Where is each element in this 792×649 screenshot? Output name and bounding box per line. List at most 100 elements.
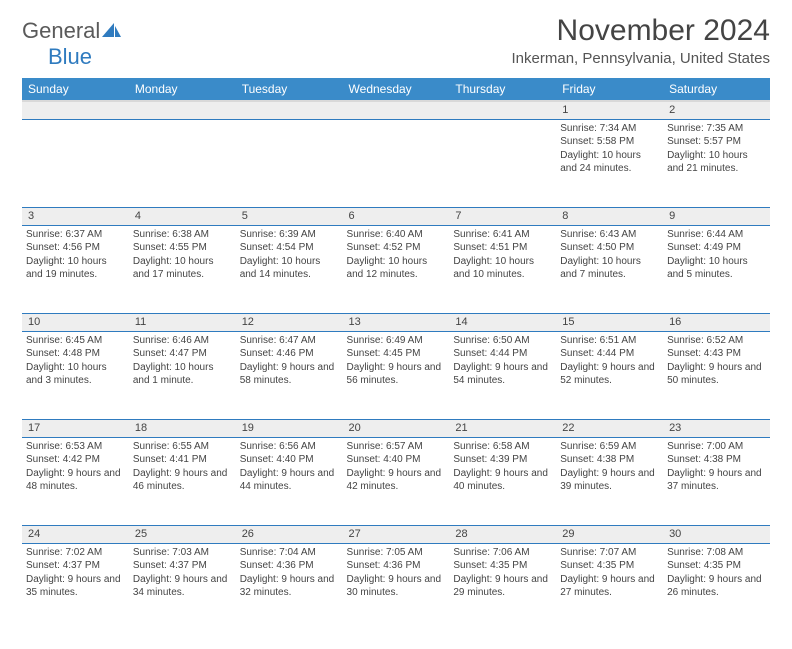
daylight-text: Daylight: 9 hours and 34 minutes. <box>133 573 232 600</box>
sunrise-text: Sunrise: 7:35 AM <box>667 122 766 136</box>
day-details: Sunrise: 6:38 AMSunset: 4:55 PMDaylight:… <box>133 226 232 282</box>
day-number-cell: 16 <box>663 313 770 331</box>
daylight-text: Daylight: 10 hours and 24 minutes. <box>560 149 659 176</box>
day-details: Sunrise: 6:50 AMSunset: 4:44 PMDaylight:… <box>453 332 552 388</box>
logo-word-1: General <box>22 18 100 44</box>
day-number-cell: 11 <box>129 313 236 331</box>
day-number-cell: 20 <box>343 419 450 437</box>
day-cell: Sunrise: 6:53 AMSunset: 4:42 PMDaylight:… <box>22 437 129 525</box>
day-cell: Sunrise: 7:08 AMSunset: 4:35 PMDaylight:… <box>663 543 770 631</box>
day-details: Sunrise: 7:03 AMSunset: 4:37 PMDaylight:… <box>133 544 232 600</box>
daylight-text: Daylight: 9 hours and 42 minutes. <box>347 467 446 494</box>
day-details: Sunrise: 6:56 AMSunset: 4:40 PMDaylight:… <box>240 438 339 494</box>
sunset-text: Sunset: 4:48 PM <box>26 347 125 361</box>
daylight-text: Daylight: 9 hours and 48 minutes. <box>26 467 125 494</box>
daylight-text: Daylight: 10 hours and 7 minutes. <box>560 255 659 282</box>
sunrise-text: Sunrise: 6:49 AM <box>347 334 446 348</box>
day-details: Sunrise: 6:59 AMSunset: 4:38 PMDaylight:… <box>560 438 659 494</box>
sunrise-text: Sunrise: 6:45 AM <box>26 334 125 348</box>
sunset-text: Sunset: 4:45 PM <box>347 347 446 361</box>
sunset-text: Sunset: 4:36 PM <box>347 559 446 573</box>
sunrise-text: Sunrise: 6:41 AM <box>453 228 552 242</box>
weekday-header-row: Sunday Monday Tuesday Wednesday Thursday… <box>22 78 770 101</box>
sunrise-text: Sunrise: 7:05 AM <box>347 546 446 560</box>
sunrise-text: Sunrise: 7:34 AM <box>560 122 659 136</box>
day-details: Sunrise: 7:35 AMSunset: 5:57 PMDaylight:… <box>667 120 766 176</box>
day-cell: Sunrise: 6:43 AMSunset: 4:50 PMDaylight:… <box>556 225 663 313</box>
day-cell <box>236 119 343 207</box>
daylight-text: Daylight: 9 hours and 44 minutes. <box>240 467 339 494</box>
day-cell: Sunrise: 6:49 AMSunset: 4:45 PMDaylight:… <box>343 331 450 419</box>
day-cell: Sunrise: 7:00 AMSunset: 4:38 PMDaylight:… <box>663 437 770 525</box>
sunrise-text: Sunrise: 6:40 AM <box>347 228 446 242</box>
day-number-cell: 8 <box>556 207 663 225</box>
day-cell: Sunrise: 6:59 AMSunset: 4:38 PMDaylight:… <box>556 437 663 525</box>
day-cell <box>449 119 556 207</box>
day-number-cell: 5 <box>236 207 343 225</box>
day-cell: Sunrise: 6:56 AMSunset: 4:40 PMDaylight:… <box>236 437 343 525</box>
day-cell: Sunrise: 7:04 AMSunset: 4:36 PMDaylight:… <box>236 543 343 631</box>
sunset-text: Sunset: 4:35 PM <box>667 559 766 573</box>
daylight-text: Daylight: 10 hours and 17 minutes. <box>133 255 232 282</box>
day-cell: Sunrise: 6:40 AMSunset: 4:52 PMDaylight:… <box>343 225 450 313</box>
sunrise-text: Sunrise: 7:03 AM <box>133 546 232 560</box>
day-number-cell: 12 <box>236 313 343 331</box>
sunrise-text: Sunrise: 6:50 AM <box>453 334 552 348</box>
day-number-cell: 17 <box>22 419 129 437</box>
day-details: Sunrise: 6:55 AMSunset: 4:41 PMDaylight:… <box>133 438 232 494</box>
sunset-text: Sunset: 4:54 PM <box>240 241 339 255</box>
day-details: Sunrise: 7:08 AMSunset: 4:35 PMDaylight:… <box>667 544 766 600</box>
day-details: Sunrise: 6:43 AMSunset: 4:50 PMDaylight:… <box>560 226 659 282</box>
day-details: Sunrise: 6:53 AMSunset: 4:42 PMDaylight:… <box>26 438 125 494</box>
sunrise-text: Sunrise: 6:44 AM <box>667 228 766 242</box>
sunset-text: Sunset: 4:38 PM <box>560 453 659 467</box>
week-content-row: Sunrise: 7:34 AMSunset: 5:58 PMDaylight:… <box>22 119 770 207</box>
sunrise-text: Sunrise: 6:38 AM <box>133 228 232 242</box>
day-details: Sunrise: 7:05 AMSunset: 4:36 PMDaylight:… <box>347 544 446 600</box>
day-number-cell <box>236 101 343 119</box>
daylight-text: Daylight: 10 hours and 5 minutes. <box>667 255 766 282</box>
day-number-cell: 30 <box>663 525 770 543</box>
day-details: Sunrise: 6:39 AMSunset: 4:54 PMDaylight:… <box>240 226 339 282</box>
day-number-cell: 25 <box>129 525 236 543</box>
daylight-text: Daylight: 9 hours and 30 minutes. <box>347 573 446 600</box>
daylight-text: Daylight: 9 hours and 46 minutes. <box>133 467 232 494</box>
daylight-text: Daylight: 9 hours and 56 minutes. <box>347 361 446 388</box>
day-number-cell: 7 <box>449 207 556 225</box>
sunrise-text: Sunrise: 6:46 AM <box>133 334 232 348</box>
daylight-text: Daylight: 10 hours and 12 minutes. <box>347 255 446 282</box>
day-number-cell: 27 <box>343 525 450 543</box>
sunrise-text: Sunrise: 7:07 AM <box>560 546 659 560</box>
day-details: Sunrise: 7:02 AMSunset: 4:37 PMDaylight:… <box>26 544 125 600</box>
week-content-row: Sunrise: 6:53 AMSunset: 4:42 PMDaylight:… <box>22 437 770 525</box>
sunset-text: Sunset: 4:49 PM <box>667 241 766 255</box>
sunset-text: Sunset: 4:51 PM <box>453 241 552 255</box>
sunset-text: Sunset: 5:58 PM <box>560 135 659 149</box>
day-cell: Sunrise: 6:45 AMSunset: 4:48 PMDaylight:… <box>22 331 129 419</box>
daylight-text: Daylight: 9 hours and 39 minutes. <box>560 467 659 494</box>
sunset-text: Sunset: 4:35 PM <box>453 559 552 573</box>
calendar-title: November 2024 <box>512 14 770 48</box>
sunset-text: Sunset: 4:36 PM <box>240 559 339 573</box>
day-cell: Sunrise: 6:51 AMSunset: 4:44 PMDaylight:… <box>556 331 663 419</box>
day-number-row: 17181920212223 <box>22 419 770 437</box>
day-number-row: 10111213141516 <box>22 313 770 331</box>
day-details: Sunrise: 6:45 AMSunset: 4:48 PMDaylight:… <box>26 332 125 388</box>
sunrise-text: Sunrise: 7:00 AM <box>667 440 766 454</box>
sunrise-text: Sunrise: 6:59 AM <box>560 440 659 454</box>
day-number-cell: 28 <box>449 525 556 543</box>
sunset-text: Sunset: 4:37 PM <box>133 559 232 573</box>
daylight-text: Daylight: 9 hours and 29 minutes. <box>453 573 552 600</box>
day-details: Sunrise: 7:07 AMSunset: 4:35 PMDaylight:… <box>560 544 659 600</box>
sunset-text: Sunset: 4:35 PM <box>560 559 659 573</box>
day-details: Sunrise: 6:40 AMSunset: 4:52 PMDaylight:… <box>347 226 446 282</box>
day-details: Sunrise: 6:58 AMSunset: 4:39 PMDaylight:… <box>453 438 552 494</box>
sunrise-text: Sunrise: 6:47 AM <box>240 334 339 348</box>
day-cell: Sunrise: 7:05 AMSunset: 4:36 PMDaylight:… <box>343 543 450 631</box>
week-content-row: Sunrise: 7:02 AMSunset: 4:37 PMDaylight:… <box>22 543 770 631</box>
daylight-text: Daylight: 9 hours and 50 minutes. <box>667 361 766 388</box>
week-content-row: Sunrise: 6:45 AMSunset: 4:48 PM Daylight:… <box>22 331 770 419</box>
daylight-text: Daylight: 9 hours and 27 minutes. <box>560 573 659 600</box>
day-cell: Sunrise: 6:50 AMSunset: 4:44 PMDaylight:… <box>449 331 556 419</box>
sunset-text: Sunset: 4:44 PM <box>560 347 659 361</box>
